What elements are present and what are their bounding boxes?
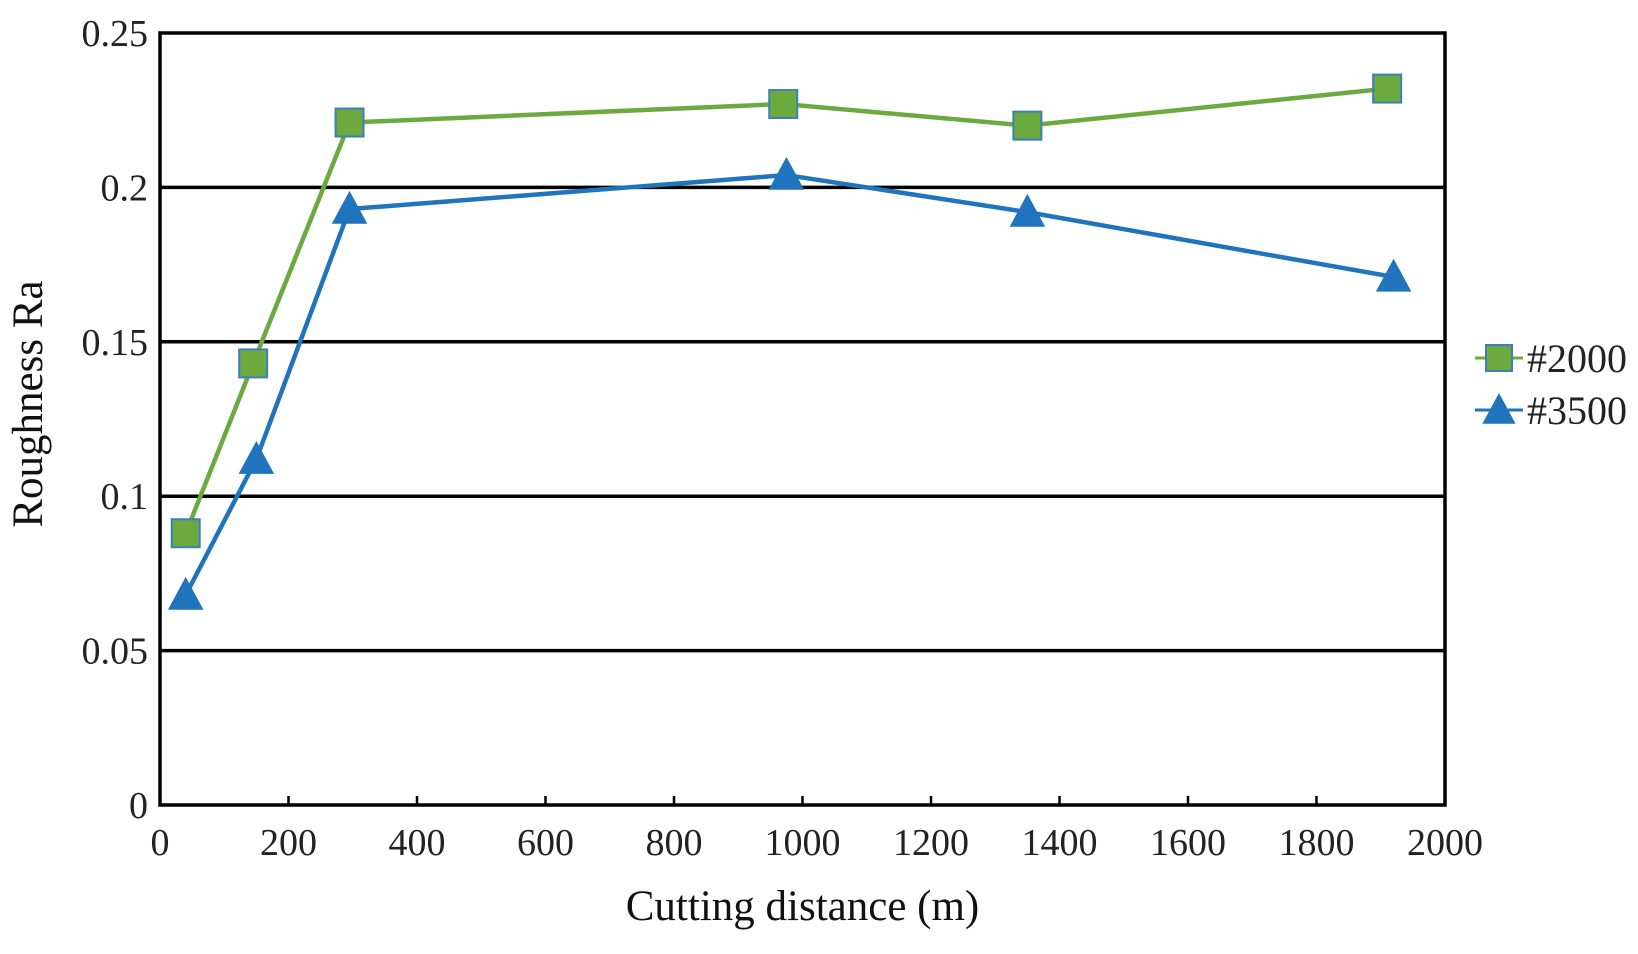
legend-marker [1485, 344, 1513, 372]
data-point [1372, 73, 1403, 104]
y-tick-label: 0 [129, 785, 148, 827]
x-tick-label: 1400 [1022, 822, 1098, 864]
y-tick-label: 0.05 [82, 631, 149, 673]
data-point [1009, 193, 1046, 227]
data-point [331, 190, 368, 224]
data-series [167, 73, 1412, 610]
x-tick-label: 1200 [893, 822, 969, 864]
legend: #2000 #3500 [1475, 336, 1627, 433]
series-triangle [167, 156, 1412, 610]
legend-label: #2000 [1527, 336, 1627, 381]
y-tick-label: 0.2 [101, 167, 149, 209]
series-square [170, 73, 1403, 549]
data-point [768, 156, 805, 190]
data-point [1375, 258, 1412, 292]
data-point [167, 576, 204, 610]
x-axis-title: Cutting distance (m) [626, 883, 980, 930]
x-tick-label: 600 [517, 822, 574, 864]
x-tick-label: 0 [151, 822, 170, 864]
x-tick-label: 400 [389, 822, 446, 864]
x-tick-label: 1800 [1279, 822, 1355, 864]
data-point [768, 89, 799, 120]
data-point [334, 107, 365, 138]
data-point [238, 440, 275, 474]
legend-marker [1482, 392, 1516, 424]
y-axis-title: Roughness Ra [5, 280, 52, 527]
series-line [183, 86, 1388, 535]
series-line [183, 172, 1394, 597]
x-tick-label: 800 [646, 822, 703, 864]
y-tick-label: 0.25 [82, 13, 149, 55]
y-tick-label: 0.1 [101, 476, 149, 518]
plot-frame [158, 31, 1447, 807]
x-tick-label: 1000 [765, 822, 841, 864]
y-tick-label: 0.15 [82, 322, 149, 364]
x-tick-label: 200 [260, 822, 317, 864]
x-tick-label: 2000 [1407, 822, 1483, 864]
legend-item: #3500 [1475, 388, 1627, 433]
grid-lines [160, 185, 1445, 653]
data-point [170, 518, 201, 549]
legend-item: #2000 [1475, 336, 1627, 381]
data-point [238, 348, 269, 379]
x-axis-tick-labels: 0 200 400 600 800 1000 1200 1400 1600 1800 2000 [151, 822, 1484, 864]
data-point [1012, 110, 1043, 141]
y-axis-tick-labels: 0 0.05 0.1 0.15 0.2 0.25 [82, 13, 149, 827]
legend-label: #3500 [1527, 388, 1627, 433]
x-tick-label: 1600 [1150, 822, 1226, 864]
